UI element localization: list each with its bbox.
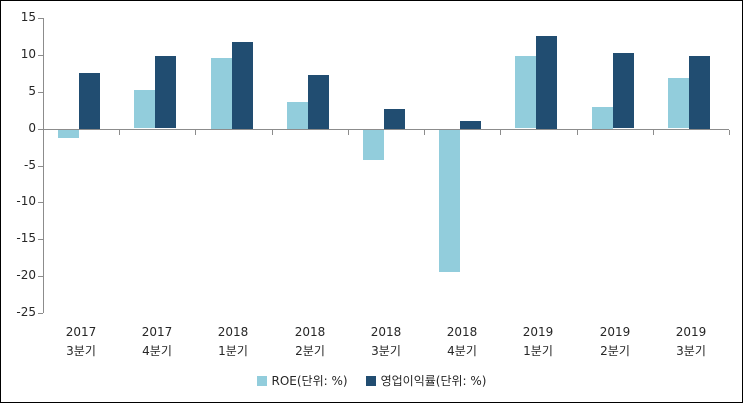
legend-swatch-icon	[256, 375, 267, 386]
x-axis-category-label: 2017 3분기	[43, 323, 119, 361]
x-axis-tick	[653, 130, 654, 135]
x-axis-label-line: 3분기	[66, 344, 96, 358]
y-axis-tick	[38, 92, 43, 93]
bar-opm	[232, 42, 253, 129]
x-axis-tick	[577, 130, 578, 135]
bar-opm	[155, 56, 176, 128]
x-axis-label-line: 4분기	[447, 344, 477, 358]
bar-roe	[211, 58, 232, 129]
y-axis-tick	[38, 202, 43, 203]
x-axis-label-line: 2019	[675, 325, 707, 339]
x-axis-tick	[500, 130, 501, 135]
x-axis-category-label: 2018 2분기	[272, 323, 348, 361]
bar-opm	[308, 75, 329, 129]
x-axis-label-line: 2019	[599, 325, 631, 339]
y-axis-tick-label: -5	[24, 158, 36, 172]
x-axis-category-label: 2018 3분기	[348, 323, 424, 361]
y-axis-tick	[38, 166, 43, 167]
bar-opm	[460, 121, 481, 129]
x-axis-category-label: 2018 1분기	[195, 323, 271, 361]
bar-roe	[439, 130, 460, 272]
x-axis-tick	[272, 130, 273, 135]
x-axis-category-label: 2019 2분기	[577, 323, 653, 361]
bar-roe	[592, 107, 613, 129]
x-axis-label-line: 2017	[141, 325, 173, 339]
x-axis-label-line: 1분기	[523, 344, 553, 358]
y-axis-tick	[38, 313, 43, 314]
x-axis-label-line: 2018	[217, 325, 249, 339]
bar-opm	[536, 36, 557, 129]
x-axis-label-line: 4분기	[142, 344, 172, 358]
bar-roe	[363, 130, 384, 160]
bar-roe	[58, 130, 79, 138]
legend-item: 영업이익률(단위: %)	[365, 372, 487, 389]
x-axis-tick	[729, 130, 730, 135]
y-axis-line	[43, 18, 44, 313]
y-axis-tick	[38, 55, 43, 56]
legend: ROE(단위: %) 영업이익률(단위: %)	[1, 372, 742, 389]
x-axis-label-line: 3분기	[371, 344, 401, 358]
bar-roe	[287, 102, 308, 129]
x-axis-category-label: 2019 1분기	[500, 323, 576, 361]
x-axis-label-line: 2018	[370, 325, 402, 339]
x-axis-label-line: 3분기	[676, 344, 706, 358]
x-axis-label-line: 2분기	[600, 344, 630, 358]
x-axis-label-line: 2017	[65, 325, 97, 339]
x-axis-label-line: 1분기	[218, 344, 248, 358]
x-axis-category-label: 2019 3분기	[653, 323, 729, 361]
bar-opm	[613, 53, 634, 128]
legend-swatch-icon	[365, 375, 376, 386]
y-axis-tick-label: 5	[28, 84, 36, 98]
y-axis-tick-label: 15	[20, 10, 36, 24]
y-axis-tick	[38, 239, 43, 240]
x-axis-tick	[348, 130, 349, 135]
legend-item: ROE(단위: %)	[256, 372, 348, 389]
bar-roe	[134, 90, 155, 128]
x-axis-category-label: 2018 4분기	[424, 323, 500, 361]
bar-roe	[515, 56, 536, 128]
bar-roe	[668, 78, 689, 128]
y-axis-tick-label: -15	[16, 231, 36, 245]
x-axis-label-line: 2018	[294, 325, 326, 339]
y-axis-tick-label: -25	[16, 305, 36, 319]
y-axis-tick-label: 0	[28, 121, 36, 135]
x-axis-line	[43, 129, 729, 130]
x-axis-tick	[119, 130, 120, 135]
y-axis-tick	[38, 18, 43, 19]
legend-label: 영업이익률(단위: %)	[380, 374, 487, 388]
x-axis-label-line: 2018	[446, 325, 478, 339]
y-axis-tick-label: -10	[16, 194, 36, 208]
x-axis-category-label: 2017 4분기	[119, 323, 195, 361]
y-axis-tick	[38, 129, 43, 130]
bar-opm	[79, 73, 100, 129]
y-axis-tick-label: -20	[16, 268, 36, 282]
bar-opm	[384, 109, 405, 129]
bar-opm	[689, 56, 710, 129]
y-axis-tick-label: 10	[20, 47, 36, 61]
y-axis-tick	[38, 276, 43, 277]
legend-label: ROE(단위: %)	[271, 374, 348, 388]
x-axis-label-line: 2분기	[295, 344, 325, 358]
x-axis-label-line: 2019	[522, 325, 554, 339]
x-axis-tick	[424, 130, 425, 135]
x-axis-tick	[195, 130, 196, 135]
